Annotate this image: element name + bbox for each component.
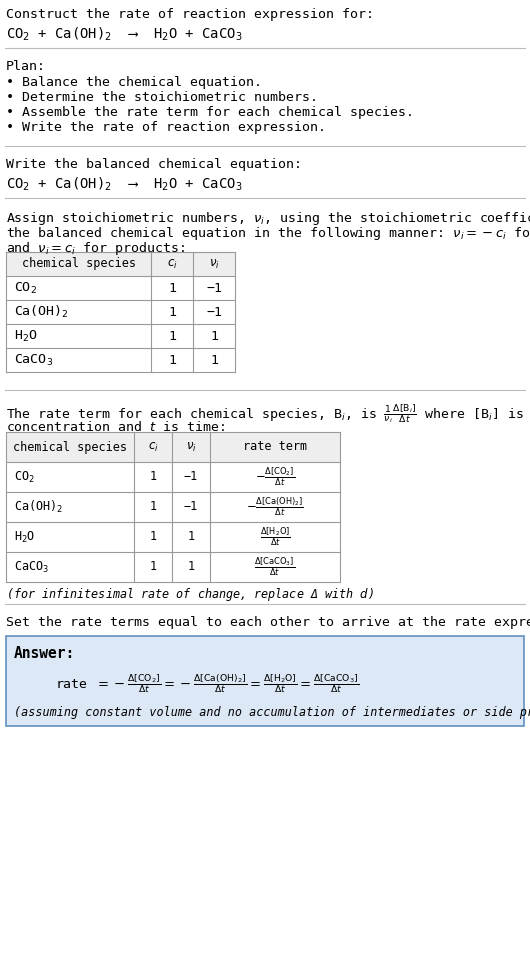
Text: CaCO$_3$: CaCO$_3$ xyxy=(14,560,49,574)
Text: CO$_2$: CO$_2$ xyxy=(14,280,37,296)
Text: Set the rate terms equal to each other to arrive at the rate expression:: Set the rate terms equal to each other t… xyxy=(6,616,530,629)
Text: Ca(OH)$_2$: Ca(OH)$_2$ xyxy=(14,499,63,515)
Text: 1: 1 xyxy=(149,561,156,573)
Text: CO$_2$: CO$_2$ xyxy=(14,469,34,484)
Text: 1: 1 xyxy=(168,354,176,367)
Text: $c_i$: $c_i$ xyxy=(166,258,178,270)
Text: H$_2$O: H$_2$O xyxy=(14,328,38,344)
Text: 1: 1 xyxy=(210,329,218,342)
Text: 1: 1 xyxy=(149,501,156,514)
Text: concentration and $t$ is time:: concentration and $t$ is time: xyxy=(6,420,225,434)
Text: (for infinitesimal rate of change, replace Δ with $d$): (for infinitesimal rate of change, repla… xyxy=(6,586,374,603)
Text: $\nu_i$: $\nu_i$ xyxy=(186,440,197,454)
Text: • Balance the chemical equation.: • Balance the chemical equation. xyxy=(6,76,262,89)
Bar xyxy=(6,252,235,276)
Bar xyxy=(6,636,524,726)
Text: rate term: rate term xyxy=(243,440,307,454)
Text: Plan:: Plan: xyxy=(6,60,46,73)
Text: • Determine the stoichiometric numbers.: • Determine the stoichiometric numbers. xyxy=(6,91,318,104)
Text: 1: 1 xyxy=(168,329,176,342)
Text: and $\nu_i = c_i$ for products:: and $\nu_i = c_i$ for products: xyxy=(6,240,185,257)
Text: chemical species: chemical species xyxy=(13,440,127,454)
Bar xyxy=(6,432,340,462)
Text: 1: 1 xyxy=(188,561,195,573)
Text: The rate term for each chemical species, B$_i$, is $\frac{1}{\nu_i}\frac{\Delta[: The rate term for each chemical species,… xyxy=(6,402,530,425)
Text: CO$_2$ + Ca(OH)$_2$  ⟶  H$_2$O + CaCO$_3$: CO$_2$ + Ca(OH)$_2$ ⟶ H$_2$O + CaCO$_3$ xyxy=(6,26,243,43)
Text: $\frac{\Delta[\mathrm{CaCO_3}]}{\Delta t}$: $\frac{\Delta[\mathrm{CaCO_3}]}{\Delta t… xyxy=(254,556,296,578)
Text: 1: 1 xyxy=(188,530,195,544)
Text: the balanced chemical equation in the following manner: $\nu_i = -c_i$ for react: the balanced chemical equation in the fo… xyxy=(6,225,530,242)
Text: • Assemble the rate term for each chemical species.: • Assemble the rate term for each chemic… xyxy=(6,106,414,119)
Text: CaCO$_3$: CaCO$_3$ xyxy=(14,353,53,368)
Text: H$_2$O: H$_2$O xyxy=(14,529,35,545)
Text: $\nu_i$: $\nu_i$ xyxy=(209,258,219,270)
Text: chemical species: chemical species xyxy=(22,258,136,270)
Text: (assuming constant volume and no accumulation of intermediates or side products): (assuming constant volume and no accumul… xyxy=(14,706,530,719)
Text: Ca(OH)$_2$: Ca(OH)$_2$ xyxy=(14,304,69,320)
Text: 1: 1 xyxy=(149,470,156,483)
Text: • Write the rate of reaction expression.: • Write the rate of reaction expression. xyxy=(6,121,326,134)
Text: rate $= -\frac{\Delta[\mathrm{CO_2}]}{\Delta t} = -\frac{\Delta[\mathrm{Ca(OH)_2: rate $= -\frac{\Delta[\mathrm{CO_2}]}{\D… xyxy=(55,672,359,695)
Text: $\frac{\Delta[\mathrm{H_2O}]}{\Delta t}$: $\frac{\Delta[\mathrm{H_2O}]}{\Delta t}$ xyxy=(260,526,290,548)
Text: 1: 1 xyxy=(149,530,156,544)
Text: −1: −1 xyxy=(184,501,198,514)
Text: −1: −1 xyxy=(206,306,222,318)
Text: 1: 1 xyxy=(168,306,176,318)
Text: −1: −1 xyxy=(184,470,198,483)
Text: 1: 1 xyxy=(210,354,218,367)
Text: Answer:: Answer: xyxy=(14,646,75,661)
Text: CO$_2$ + Ca(OH)$_2$  ⟶  H$_2$O + CaCO$_3$: CO$_2$ + Ca(OH)$_2$ ⟶ H$_2$O + CaCO$_3$ xyxy=(6,176,243,193)
Text: −1: −1 xyxy=(206,281,222,295)
Text: Write the balanced chemical equation:: Write the balanced chemical equation: xyxy=(6,158,302,171)
Text: Construct the rate of reaction expression for:: Construct the rate of reaction expressio… xyxy=(6,8,374,21)
Text: $c_i$: $c_i$ xyxy=(148,440,158,454)
Text: $-\frac{\Delta[\mathrm{CO_2}]}{\Delta t}$: $-\frac{\Delta[\mathrm{CO_2}]}{\Delta t}… xyxy=(255,466,295,488)
Text: 1: 1 xyxy=(168,281,176,295)
Text: $-\frac{\Delta[\mathrm{Ca(OH)_2}]}{\Delta t}$: $-\frac{\Delta[\mathrm{Ca(OH)_2}]}{\Delt… xyxy=(246,496,304,518)
Text: Assign stoichiometric numbers, $\nu_i$, using the stoichiometric coefficients, $: Assign stoichiometric numbers, $\nu_i$, … xyxy=(6,210,530,227)
